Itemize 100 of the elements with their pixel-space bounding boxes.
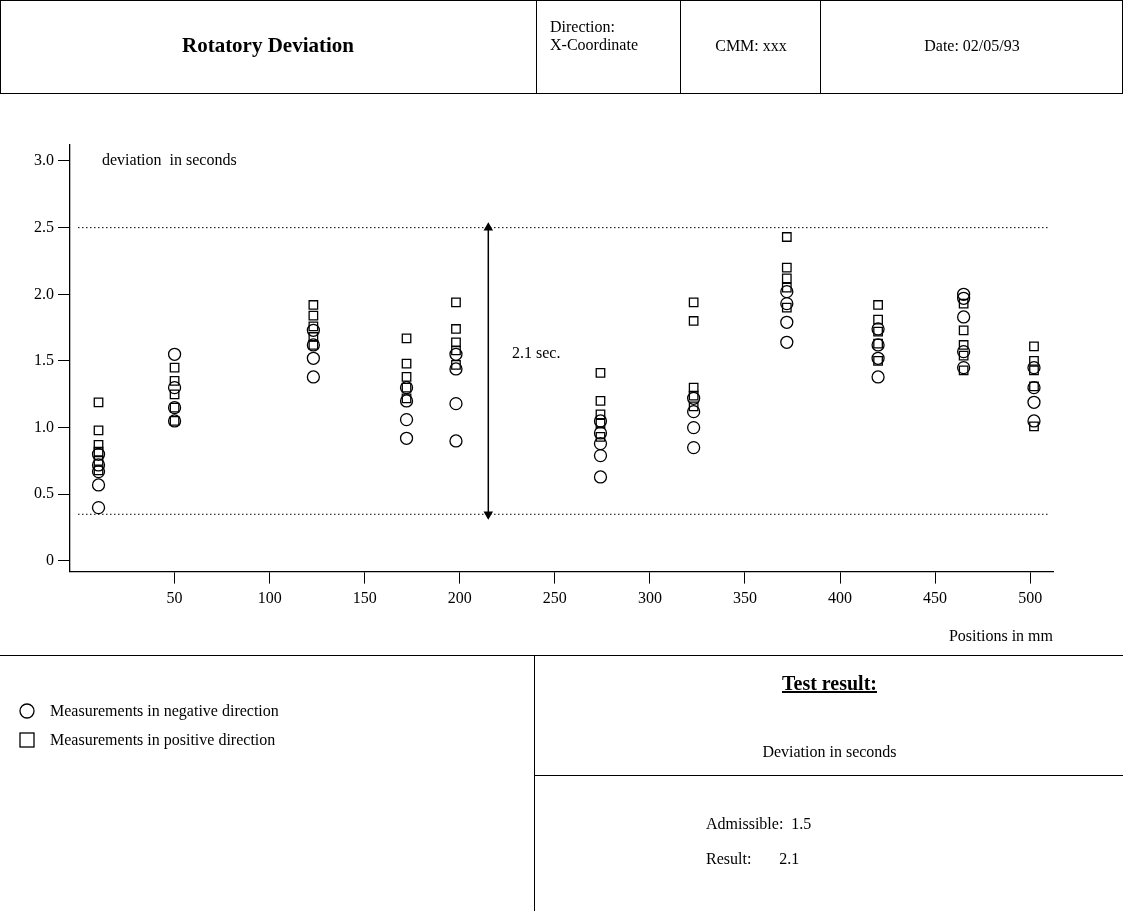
x-tick-label: 50	[166, 589, 183, 607]
point	[91, 500, 106, 515]
point	[686, 404, 701, 419]
point	[401, 358, 412, 369]
point	[167, 347, 182, 361]
point	[399, 394, 414, 408]
text: Test result:	[781, 672, 878, 695]
point	[451, 337, 461, 348]
point	[595, 432, 606, 442]
point	[780, 284, 794, 299]
point	[449, 434, 463, 448]
point	[873, 326, 883, 337]
point	[686, 440, 701, 455]
point	[399, 412, 414, 427]
point	[401, 393, 412, 404]
point	[449, 396, 463, 411]
point	[871, 351, 885, 365]
point	[958, 325, 969, 336]
point	[91, 447, 106, 461]
point	[593, 448, 608, 463]
point	[956, 344, 971, 359]
point	[958, 298, 969, 309]
point	[780, 296, 794, 311]
text: CMM: xxx	[714, 37, 788, 55]
x-tick-label: 300	[637, 589, 662, 607]
point	[958, 350, 969, 361]
point	[169, 389, 180, 400]
point	[449, 362, 463, 376]
point	[167, 380, 182, 395]
text: Result: 2.1	[706, 850, 801, 868]
point	[451, 324, 461, 334]
legend-label: Measurements in positive direction	[50, 731, 276, 749]
point	[93, 446, 104, 457]
point	[308, 300, 319, 310]
point	[956, 310, 971, 324]
y-axis-title: deviation in seconds	[102, 151, 237, 169]
point	[308, 310, 319, 321]
point	[91, 478, 106, 492]
point	[873, 314, 883, 325]
point	[781, 232, 792, 242]
x-tick-label: 350	[732, 589, 757, 607]
point	[686, 420, 701, 435]
y-tick-label: 2.0	[34, 284, 54, 302]
point	[686, 391, 701, 405]
point	[595, 368, 606, 378]
point	[781, 273, 792, 284]
point	[593, 426, 608, 440]
point	[1029, 356, 1039, 366]
legend-label: Measurements in negative direction	[50, 702, 279, 720]
point	[1027, 360, 1041, 375]
point	[169, 362, 180, 373]
y-tick-label: 1.5	[34, 351, 54, 369]
x-tick-label: 200	[447, 589, 472, 607]
point	[958, 365, 969, 376]
point	[93, 456, 104, 466]
chart-title: Rotatory Deviation	[180, 33, 356, 58]
point	[873, 300, 883, 310]
point	[781, 302, 792, 313]
point	[308, 321, 319, 332]
annotation: 2.1 sec.	[512, 344, 562, 362]
point	[593, 436, 608, 451]
x-axis-title: Positions in mm	[948, 626, 1054, 644]
y-tick-label: 0	[46, 551, 54, 569]
point	[1029, 341, 1039, 352]
point	[593, 414, 608, 428]
point	[449, 347, 463, 361]
y-tick-label: 3.0	[34, 151, 54, 169]
point	[688, 297, 699, 308]
y-tick-label: 0.5	[34, 484, 54, 502]
x-tick-label: 150	[352, 589, 377, 607]
point	[781, 262, 792, 273]
point	[399, 431, 414, 445]
point	[781, 282, 792, 293]
x-tick-label: 100	[257, 589, 282, 607]
point	[93, 440, 104, 450]
point	[451, 360, 461, 370]
y-tick-label: 2.5	[34, 217, 54, 235]
point	[956, 291, 971, 305]
point	[1027, 414, 1041, 428]
point	[308, 332, 319, 342]
point	[91, 458, 106, 472]
point	[595, 409, 606, 420]
x-tick-label: 500	[1018, 589, 1043, 607]
point	[958, 340, 969, 350]
point	[780, 315, 794, 329]
text: Admissible: 1.5	[706, 815, 813, 833]
point	[688, 401, 699, 412]
point	[688, 316, 699, 326]
text: Deviation in seconds	[761, 743, 898, 761]
point	[1027, 395, 1041, 409]
point	[451, 297, 461, 308]
point	[956, 360, 971, 375]
x-tick-label: 250	[542, 589, 567, 607]
point	[780, 335, 794, 349]
text: Date: 02/05/93	[923, 37, 1021, 55]
point	[595, 418, 606, 429]
point	[401, 372, 412, 382]
point	[169, 376, 180, 386]
point	[451, 345, 461, 356]
point	[306, 351, 321, 365]
